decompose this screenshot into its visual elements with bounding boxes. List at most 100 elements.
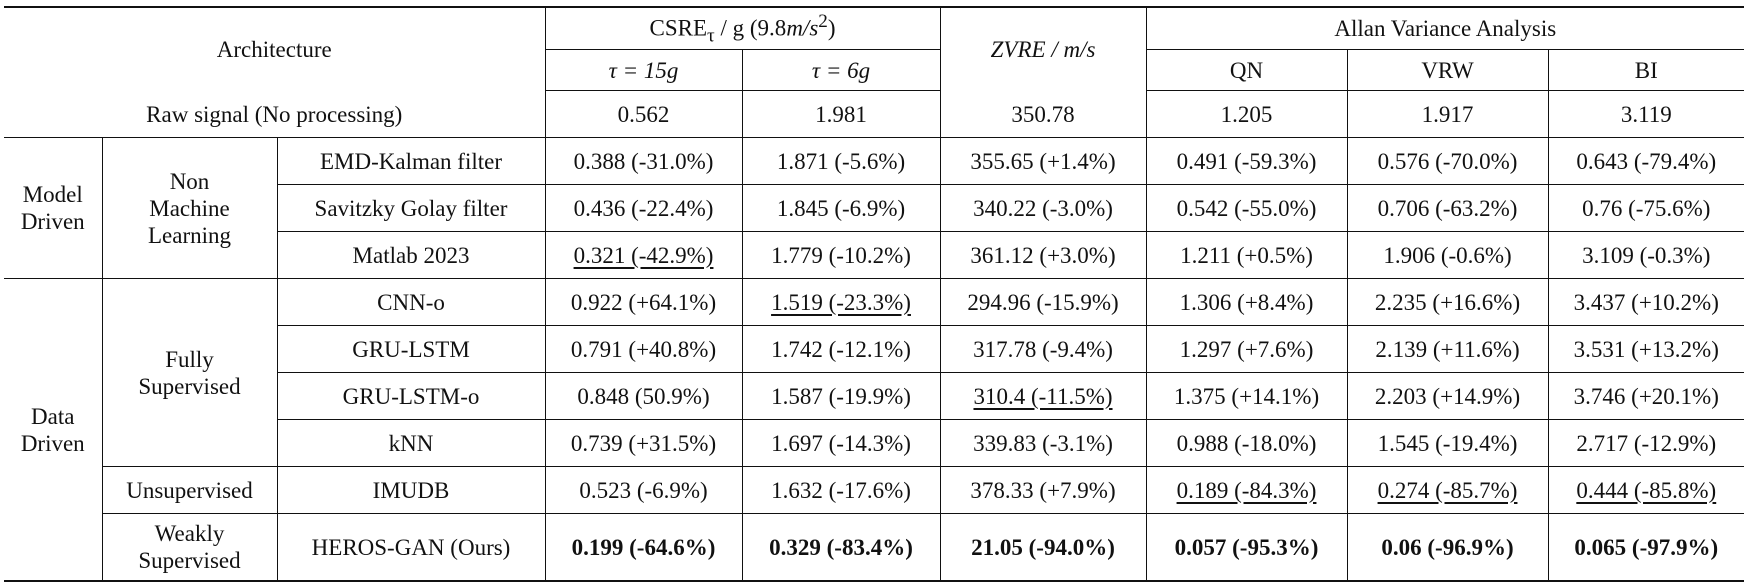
value-text: 0.388 (-31.0%) — [573, 148, 714, 174]
value-cell: 2.717 (-12.9%) — [1547, 419, 1745, 467]
value-text: 21.05 (-94.0%) — [971, 534, 1115, 560]
value-cell: 2.203 (+14.9%) — [1346, 372, 1549, 420]
value-text: 0.057 (-95.3%) — [1174, 534, 1319, 560]
value-cell: 0.057 (-95.3%) — [1145, 513, 1348, 583]
value-cell: 3.119 — [1547, 90, 1745, 139]
header-cell: τ = 15g — [544, 49, 743, 92]
subgroup-cell: Non Machine Learning — [102, 137, 278, 279]
value-text: 0.562 — [617, 101, 670, 127]
group-text: Supervised — [138, 548, 241, 574]
value-text: 1.306 (+8.4%) — [1179, 289, 1314, 315]
value-cell: 2.139 (+11.6%) — [1346, 325, 1549, 373]
value-cell: 3.109 (-0.3%) — [1547, 231, 1745, 279]
subgroup-cell: Unsupervised — [102, 466, 278, 514]
value-text: 378.33 (+7.9%) — [970, 477, 1116, 503]
value-text: 3.437 (+10.2%) — [1573, 289, 1719, 315]
value-text: 0.321 (-42.9%) — [573, 242, 714, 268]
header-cell: CSREτ / g (9.8m/s2) — [544, 6, 941, 51]
value-cell: 1.742 (-12.1%) — [741, 325, 941, 373]
value-cell: 0.274 (-85.7%) — [1346, 466, 1549, 514]
value-cell: 0.643 (-79.4%) — [1547, 137, 1745, 185]
value-cell: 350.78 — [939, 90, 1147, 139]
group-text: Data — [31, 403, 75, 429]
value-cell: 0.321 (-42.9%) — [544, 231, 743, 279]
value-text: 340.22 (-3.0%) — [973, 195, 1113, 221]
value-cell: 1.519 (-23.3%) — [741, 278, 941, 326]
value-cell: 0.562 — [544, 90, 743, 139]
value-cell: 340.22 (-3.0%) — [939, 184, 1147, 232]
group-text: Model — [22, 182, 83, 208]
value-text: 1.632 (-17.6%) — [771, 477, 911, 503]
method-cell: Raw signal (No processing) — [4, 90, 546, 139]
value-text: 0.643 (-79.4%) — [1576, 148, 1717, 174]
value-text: 0.706 (-63.2%) — [1377, 195, 1518, 221]
header-text: CSRE — [649, 15, 708, 41]
value-cell: 361.12 (+3.0%) — [939, 231, 1147, 279]
value-text: 350.78 — [1011, 101, 1075, 127]
table-row: Savitzky Golay filter 0.436 (-22.4%) 1.845… — [4, 184, 1745, 232]
value-text: 0.444 (-85.8%) — [1576, 477, 1717, 503]
group-cell: Model Driven — [4, 137, 103, 279]
header-sub: τ — [707, 25, 715, 47]
value-cell: 355.65 (+1.4%) — [939, 137, 1147, 185]
value-text: 2.717 (-12.9%) — [1576, 430, 1717, 456]
table-row: GRU-LSTM-o 0.848 (50.9%) 1.587 (-19.9%) 310… — [4, 372, 1745, 420]
method-cell: HEROS-GAN (Ours) — [277, 513, 546, 583]
method-cell: Savitzky Golay filter — [277, 184, 546, 232]
value-text: 0.329 (-83.4%) — [769, 534, 913, 560]
body: Architecture CSREτ / g (9.8m/s2) ZVRE / … — [0, 6, 1748, 584]
value-text: 310.4 (-11.5%) — [973, 383, 1113, 409]
value-text: 1.981 — [815, 101, 867, 127]
value-text: 1.297 (+7.6%) — [1179, 336, 1314, 362]
header-text: ) — [827, 15, 836, 41]
value-text: 1.205 — [1220, 101, 1273, 127]
value-cell: 1.297 (+7.6%) — [1145, 325, 1348, 373]
value-text: 1.211 (+0.5%) — [1180, 242, 1313, 268]
value-cell: 1.845 (-6.9%) — [741, 184, 941, 232]
value-cell: 317.78 (-9.4%) — [939, 325, 1147, 373]
value-text: 0.065 (-97.9%) — [1574, 534, 1719, 560]
header-row: Architecture CSREτ / g (9.8m/s2) ZVRE / … — [4, 6, 1745, 91]
header-cell: τ = 6g — [741, 49, 941, 92]
value-cell: 0.739 (+31.5%) — [544, 419, 743, 467]
value-cell: 0.791 (+40.8%) — [544, 325, 743, 373]
value-text: 3.119 — [1620, 101, 1672, 127]
value-cell: 1.917 — [1346, 90, 1549, 139]
value-cell: 0.76 (-75.6%) — [1547, 184, 1745, 232]
value-cell: 3.531 (+13.2%) — [1547, 325, 1745, 373]
value-text: 2.235 (+16.6%) — [1374, 289, 1521, 315]
value-cell: 0.189 (-84.3%) — [1145, 466, 1348, 514]
value-text: 2.203 (+14.9%) — [1374, 383, 1521, 409]
value-text: 3.746 (+20.1%) — [1573, 383, 1719, 409]
header-cell: QN — [1145, 49, 1348, 92]
value-cell: 1.375 (+14.1%) — [1145, 372, 1348, 420]
table-header: Architecture CSREτ / g (9.8m/s2) ZVRE / … — [4, 6, 1745, 92]
value-text: 0.848 (50.9%) — [577, 383, 710, 409]
value-text: 355.65 (+1.4%) — [970, 148, 1116, 174]
table-row: Matlab 2023 0.321 (-42.9%) 1.779 (-10.2%) 3… — [4, 231, 1745, 279]
table-row: Raw signal (No processing) 0.562 1.981 350.… — [4, 90, 1745, 139]
header-cell: Allan Variance Analysis — [1145, 6, 1745, 51]
value-text: 3.109 (-0.3%) — [1582, 242, 1711, 268]
value-cell: 0.329 (-83.4%) — [741, 513, 941, 583]
group-text: Weakly — [154, 521, 225, 547]
value-cell: 310.4 (-11.5%) — [939, 372, 1147, 420]
method-cell: kNN — [277, 419, 546, 467]
value-cell: 0.542 (-55.0%) — [1145, 184, 1348, 232]
value-cell: 0.065 (-97.9%) — [1547, 513, 1745, 583]
value-cell: 0.491 (-59.3%) — [1145, 137, 1348, 185]
table-body: Raw signal (No processing) 0.562 1.981 350.… — [4, 90, 1745, 583]
value-text: 0.436 (-22.4%) — [573, 195, 714, 221]
value-cell: 1.545 (-19.4%) — [1346, 419, 1549, 467]
value-text: 0.491 (-59.3%) — [1176, 148, 1317, 174]
value-text: 1.587 (-19.9%) — [771, 383, 911, 409]
value-cell: 1.871 (-5.6%) — [741, 137, 941, 185]
header-cell: BI — [1547, 49, 1745, 92]
header-text: m/s — [786, 15, 819, 41]
value-text: 1.375 (+14.1%) — [1173, 383, 1320, 409]
table-row: Data Driven Fully Supervised CNN-o 0.922 (+… — [4, 278, 1745, 583]
value-text: 0.76 (-75.6%) — [1582, 195, 1711, 221]
value-cell: 0.444 (-85.8%) — [1547, 466, 1745, 514]
table-row: kNN 0.739 (+31.5%) 1.697 (-14.3%) 339.83 (-… — [4, 419, 1745, 467]
value-cell: 0.199 (-64.6%) — [544, 513, 743, 583]
